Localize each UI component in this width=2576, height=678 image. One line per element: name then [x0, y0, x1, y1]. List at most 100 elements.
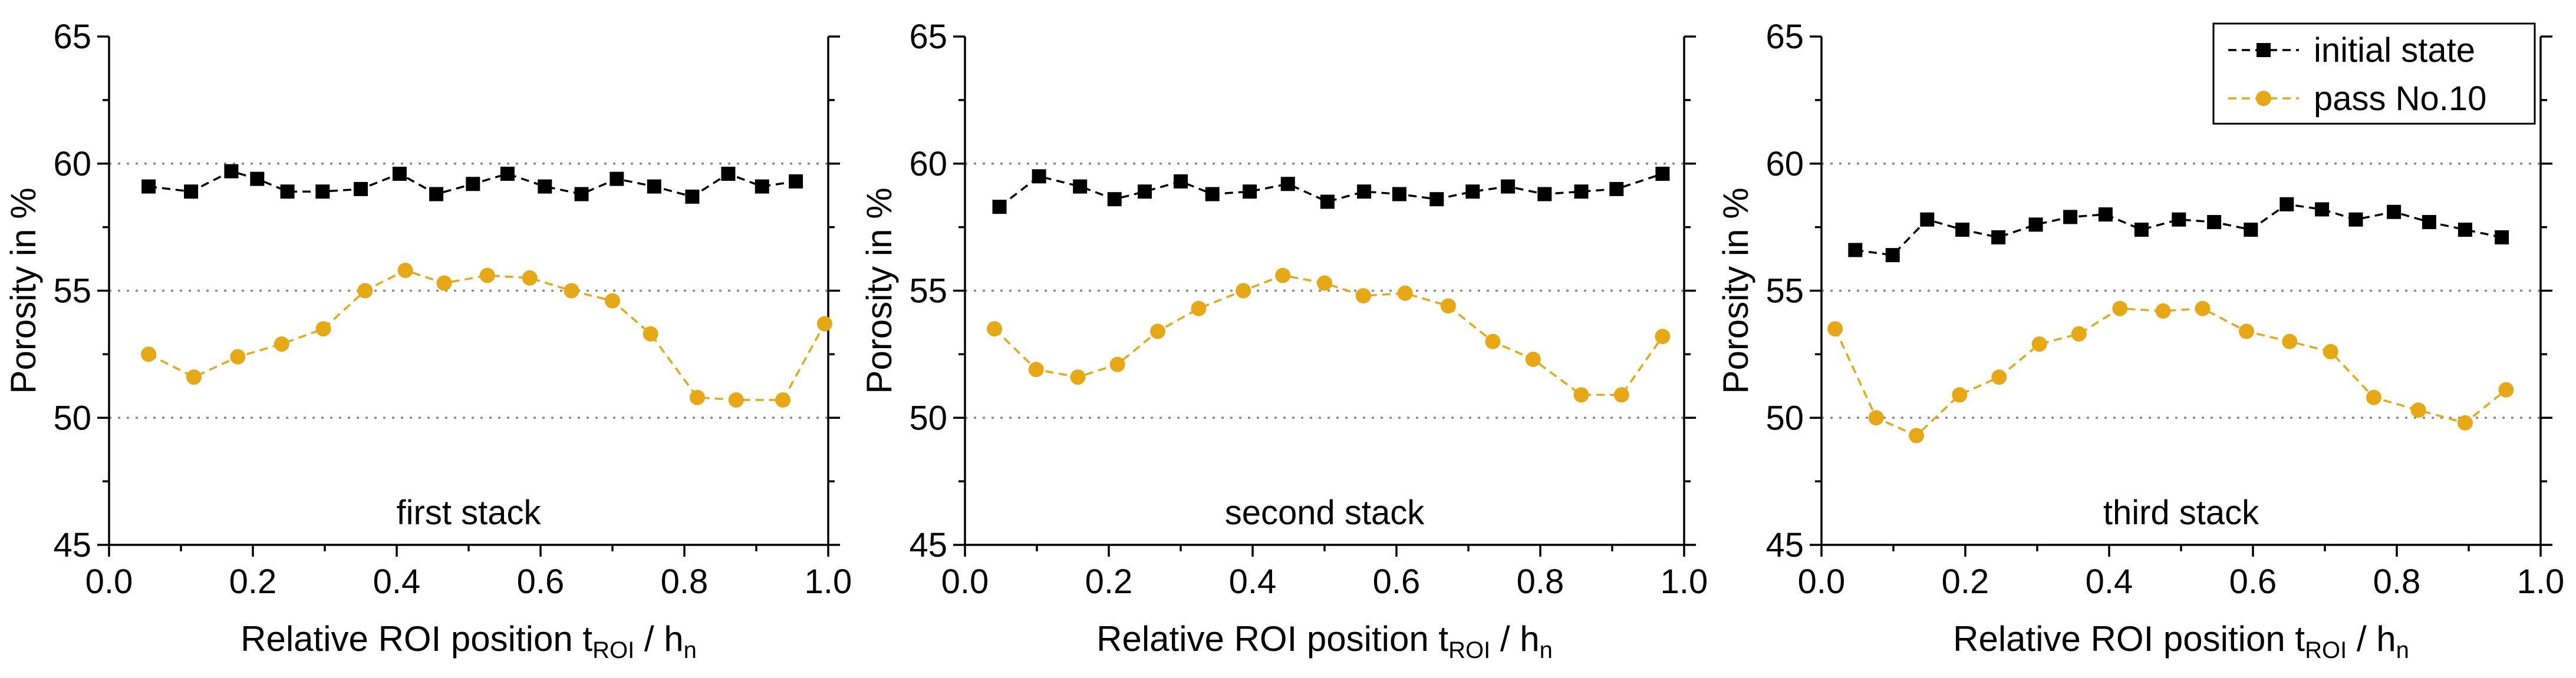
- data-point-initial-state: [1320, 194, 1335, 209]
- data-point-initial-state: [1392, 187, 1406, 201]
- data-point-pass-no10: [357, 283, 373, 299]
- x-tick-label: 0.6: [517, 563, 565, 601]
- data-point-initial-state: [755, 179, 769, 194]
- data-point-pass-no10: [397, 262, 413, 278]
- data-point-pass-no10: [230, 349, 246, 365]
- data-point-pass-no10: [2457, 415, 2473, 431]
- x-axis-title-subscript: n: [1540, 637, 1553, 663]
- x-axis-title-part: / h: [634, 619, 683, 659]
- data-point-pass-no10: [436, 275, 452, 291]
- y-axis-title: Porosity in %: [1716, 187, 1755, 393]
- data-point-initial-state: [184, 184, 199, 199]
- x-tick-label: 1.0: [805, 563, 852, 601]
- data-point-pass-no10: [728, 392, 744, 408]
- series-line-pass-no10: [148, 269, 826, 401]
- data-point-initial-state: [647, 179, 661, 194]
- y-tick-label: 55: [909, 272, 947, 310]
- legend-marker-square: [2257, 43, 2271, 57]
- data-point-pass-no10: [2112, 300, 2128, 316]
- y-tick-label: 65: [909, 18, 947, 56]
- data-point-pass-no10: [2031, 336, 2047, 352]
- x-axis-title-subscript: ROI: [592, 637, 634, 663]
- data-point-initial-state: [1501, 179, 1516, 194]
- data-point-initial-state: [315, 184, 330, 199]
- data-point-initial-state: [392, 167, 407, 181]
- data-point-initial-state: [2098, 207, 2113, 222]
- x-tick-label: 0.0: [85, 563, 133, 601]
- data-point-initial-state: [1920, 212, 1935, 227]
- x-axis-title-part: / h: [1490, 619, 1539, 659]
- data-point-pass-no10: [1525, 352, 1541, 368]
- x-tick-label: 1.0: [2517, 563, 2565, 601]
- data-point-initial-state: [354, 181, 368, 196]
- data-point-initial-state: [250, 171, 265, 186]
- data-point-pass-no10: [1355, 288, 1371, 304]
- data-point-pass-no10: [564, 283, 579, 299]
- data-point-initial-state: [1537, 187, 1552, 201]
- x-axis-title: Relative ROI position tROI / hn: [1096, 619, 1553, 663]
- data-point-pass-no10: [2410, 402, 2426, 418]
- y-tick-label: 55: [1765, 272, 1804, 310]
- data-point-initial-state: [2387, 204, 2402, 219]
- data-point-pass-no10: [2323, 344, 2338, 360]
- data-point-pass-no10: [274, 336, 289, 352]
- data-point-initial-state: [992, 200, 1007, 214]
- y-tick-label: 60: [53, 145, 91, 183]
- data-point-pass-no10: [1397, 285, 1413, 301]
- data-point-pass-no10: [689, 389, 705, 405]
- x-axis-title-subscript: n: [2396, 637, 2409, 663]
- data-point-initial-state: [466, 177, 480, 191]
- data-point-pass-no10: [1109, 356, 1125, 372]
- data-point-initial-state: [1243, 184, 1257, 199]
- data-point-pass-no10: [2239, 323, 2255, 339]
- y-tick-label: 45: [909, 526, 947, 564]
- y-tick-label: 45: [53, 526, 91, 564]
- data-point-initial-state: [1574, 184, 1589, 199]
- data-point-initial-state: [1138, 184, 1152, 199]
- stack-label: third stack: [2103, 494, 2259, 532]
- data-point-initial-state: [224, 164, 239, 178]
- data-point-initial-state: [2422, 214, 2436, 229]
- x-axis-title-subscript: n: [684, 637, 697, 663]
- x-axis-title-part: / h: [2347, 619, 2396, 659]
- x-axis-title-part: Relative ROI position t: [1953, 619, 2305, 659]
- data-point-initial-state: [2028, 217, 2043, 232]
- data-point-initial-state: [500, 167, 515, 181]
- data-point-pass-no10: [1440, 298, 1456, 314]
- data-point-initial-state: [1609, 181, 1624, 196]
- panel-2: 0.0 0.2 0.4 0.6 0.8 1.0 45 50 55 60 65 Porosity in …: [859, 18, 1708, 663]
- data-point-initial-state: [1991, 230, 2006, 244]
- panel-3: 0.0 0.2 0.4 0.6 0.8 1.0 45 50 55 60 65 Porosity in …: [1716, 18, 2564, 663]
- data-point-pass-no10: [522, 270, 538, 286]
- x-tick-label: 0.2: [229, 563, 277, 601]
- data-point-pass-no10: [1952, 387, 1968, 403]
- y-tick-label: 45: [1765, 526, 1804, 564]
- data-point-pass-no10: [1028, 362, 1044, 378]
- series-line-pass-no10: [993, 274, 1663, 396]
- x-tick-label: 0.4: [1229, 563, 1277, 601]
- data-point-initial-state: [574, 187, 589, 201]
- data-point-pass-no10: [2498, 382, 2514, 398]
- data-point-pass-no10: [315, 321, 331, 337]
- data-point-initial-state: [1107, 192, 1122, 207]
- stack-label: second stack: [1225, 494, 1425, 532]
- data-point-pass-no10: [479, 267, 495, 283]
- x-axis-title: Relative ROI position tROI / hn: [1953, 619, 2409, 663]
- data-point-initial-state: [1429, 192, 1444, 207]
- data-point-pass-no10: [1909, 428, 1925, 444]
- data-point-initial-state: [2172, 212, 2186, 227]
- x-axis-title-subscript: ROI: [1448, 637, 1490, 663]
- y-tick-label: 55: [53, 272, 91, 310]
- data-point-pass-no10: [987, 321, 1003, 337]
- data-point-initial-state: [1280, 177, 1295, 191]
- data-point-initial-state: [1357, 184, 1372, 199]
- data-point-pass-no10: [816, 316, 832, 332]
- data-point-pass-no10: [775, 392, 791, 408]
- data-point-initial-state: [2207, 214, 2222, 229]
- data-point-initial-state: [2348, 212, 2363, 227]
- legend-label: pass No.10: [2314, 80, 2486, 118]
- data-point-pass-no10: [1191, 300, 1207, 316]
- data-point-initial-state: [1465, 184, 1480, 199]
- x-tick-label: 1.0: [1661, 563, 1708, 601]
- data-point-initial-state: [1655, 167, 1670, 181]
